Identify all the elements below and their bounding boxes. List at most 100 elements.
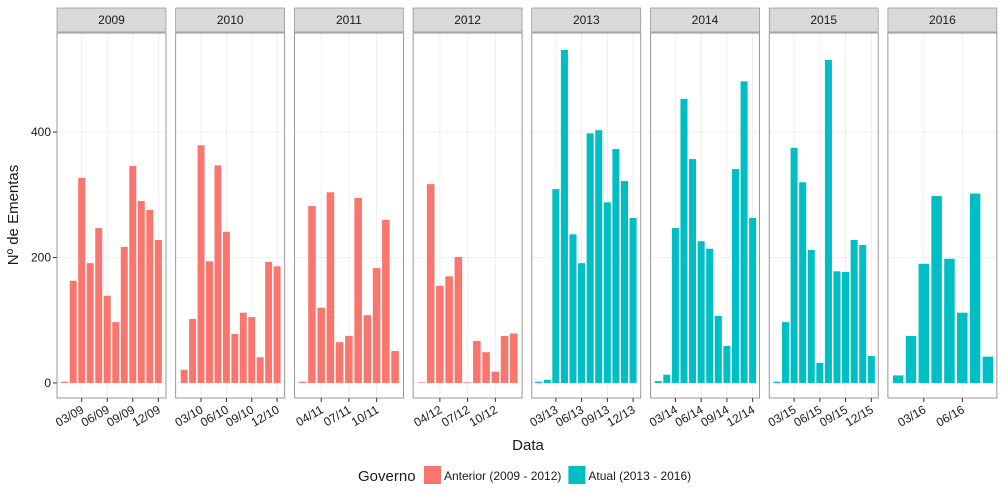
- bar: [740, 81, 748, 383]
- bar: [931, 196, 942, 383]
- bar: [491, 371, 500, 383]
- panel-title: 2014: [692, 13, 719, 27]
- y-tick-label: 200: [31, 251, 51, 265]
- panel-title: 2015: [810, 13, 837, 27]
- panel-border: [650, 32, 760, 399]
- bar: [842, 271, 850, 383]
- bar: [86, 263, 94, 383]
- bar: [892, 375, 904, 383]
- bar: [595, 130, 603, 383]
- bar: [137, 201, 145, 383]
- y-tick-label: 400: [31, 125, 51, 139]
- panel-title: 2010: [217, 13, 244, 27]
- bar: [308, 206, 316, 383]
- bar: [714, 315, 722, 383]
- bar: [620, 181, 629, 383]
- bar: [816, 362, 824, 383]
- x-tick-label: 07/11: [321, 402, 354, 429]
- strip: [531, 7, 642, 33]
- bar: [417, 382, 426, 383]
- panel-title: 2009: [98, 13, 125, 27]
- bar: [189, 318, 197, 383]
- bar: [256, 357, 264, 383]
- panel-title: 2012: [454, 13, 481, 27]
- bar: [781, 322, 790, 383]
- bar: [807, 249, 815, 383]
- bar: [731, 169, 739, 383]
- bar: [436, 285, 444, 383]
- bar: [354, 197, 362, 383]
- legend-label: Atual (2013 - 2016): [588, 469, 691, 483]
- bar: [78, 177, 86, 383]
- bar: [859, 244, 867, 383]
- bar: [824, 59, 832, 383]
- bar: [239, 312, 247, 383]
- bar: [426, 184, 435, 383]
- bar: [391, 350, 399, 383]
- bar: [552, 189, 560, 383]
- panel-border: [56, 32, 167, 399]
- strip: [768, 7, 879, 33]
- y-axis-label: Nº de Ementas: [5, 165, 22, 266]
- bar: [982, 356, 994, 383]
- bar: [180, 369, 188, 383]
- legend-title: Governo: [358, 468, 416, 485]
- bar: [671, 228, 679, 383]
- bar: [248, 317, 256, 383]
- bar: [578, 263, 586, 383]
- panel-title: 2011: [336, 13, 362, 27]
- bar: [482, 352, 490, 383]
- bar: [944, 258, 955, 383]
- bar: [612, 149, 620, 383]
- panel-border: [175, 32, 286, 399]
- bar: [723, 345, 731, 383]
- panel-title: 2013: [573, 13, 600, 27]
- bar: [957, 312, 968, 383]
- bar: [586, 133, 594, 383]
- bar: [799, 182, 807, 383]
- panel-title: 2016: [929, 13, 956, 27]
- bar: [535, 381, 543, 383]
- bar: [697, 241, 705, 383]
- bar: [231, 334, 239, 383]
- bar: [833, 271, 841, 383]
- bar: [265, 261, 273, 383]
- strip: [650, 7, 760, 33]
- bar: [445, 276, 453, 383]
- bar: [372, 268, 381, 383]
- bar: [603, 202, 611, 383]
- bar: [663, 374, 671, 383]
- bar: [120, 246, 128, 383]
- bar: [273, 266, 281, 383]
- bar: [298, 381, 307, 383]
- bar: [569, 234, 577, 383]
- bar: [326, 192, 335, 383]
- bar: [918, 263, 930, 383]
- bar: [335, 342, 344, 383]
- bar: [543, 379, 551, 383]
- panel: [887, 33, 997, 398]
- x-tick-label: 12/10: [249, 402, 282, 429]
- bar: [454, 256, 463, 383]
- strip: [412, 7, 523, 33]
- x-tick-label: 12/09: [130, 402, 163, 429]
- bar: [560, 49, 568, 383]
- bar: [317, 307, 325, 383]
- strip: [294, 7, 404, 33]
- bar: [154, 239, 162, 383]
- bar: [463, 382, 472, 383]
- x-tick-label: 03/16: [895, 402, 928, 429]
- bar: [500, 335, 509, 383]
- x-tick-label: 06/16: [934, 402, 967, 429]
- bar: [706, 248, 714, 383]
- bar: [69, 280, 77, 383]
- bar: [473, 340, 481, 383]
- bar: [654, 381, 662, 383]
- legend-key: [568, 466, 586, 484]
- bar: [773, 381, 781, 383]
- bar: [112, 322, 120, 383]
- bar: [197, 145, 205, 383]
- legend-label: Anterior (2009 - 2012): [444, 469, 561, 483]
- x-tick-label: 12/15: [843, 402, 876, 429]
